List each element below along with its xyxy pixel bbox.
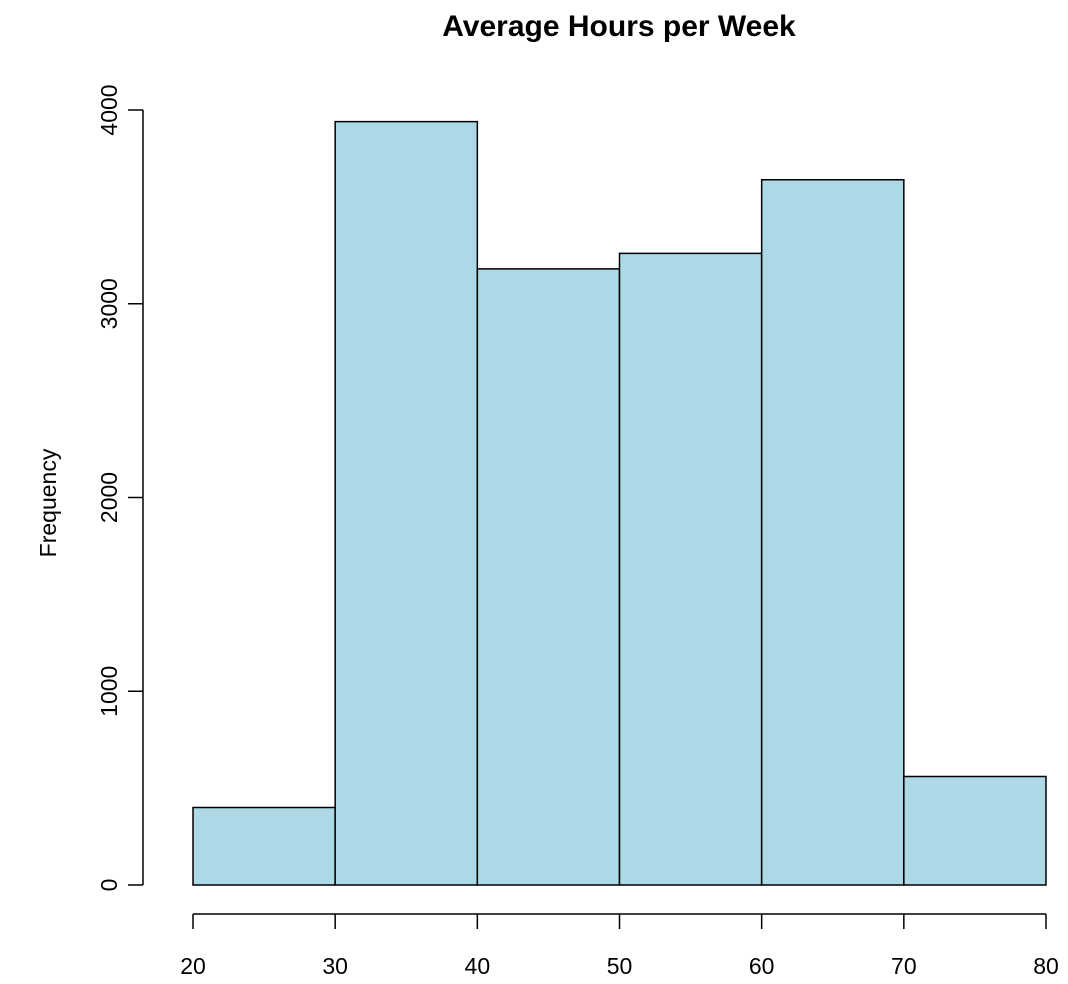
y-tick-label: 3000 [96, 278, 122, 329]
histogram-bar-70-80 [903, 775, 1047, 886]
x-tick-label: 70 [891, 953, 917, 979]
y-tick-label: 2000 [96, 472, 122, 523]
x-tick-label: 50 [607, 953, 633, 979]
chart-title: Average Hours per Week [442, 10, 796, 43]
y-tick-label: 1000 [96, 666, 122, 717]
histogram-bar-50-60 [618, 252, 763, 886]
x-tick-label: 80 [1033, 953, 1059, 979]
bars-group [192, 120, 1047, 886]
y-tick-label: 4000 [96, 84, 122, 135]
histogram-bar-60-70 [760, 179, 905, 886]
x-tick-label: 60 [749, 953, 775, 979]
y-axis: 0 1000 2000 3000 4000 [96, 84, 144, 892]
histogram-bar-30-40 [334, 120, 479, 886]
y-tick-label: 0 [96, 879, 122, 892]
x-tick-label: 30 [322, 953, 348, 979]
x-axis: 20 30 40 50 60 70 80 [180, 913, 1059, 979]
x-tick-label: 20 [180, 953, 206, 979]
histogram-bar-40-50 [476, 268, 621, 886]
histogram-bar-20-30 [192, 806, 336, 886]
y-axis-label: Frequency [35, 448, 61, 557]
x-tick-label: 40 [465, 953, 491, 979]
